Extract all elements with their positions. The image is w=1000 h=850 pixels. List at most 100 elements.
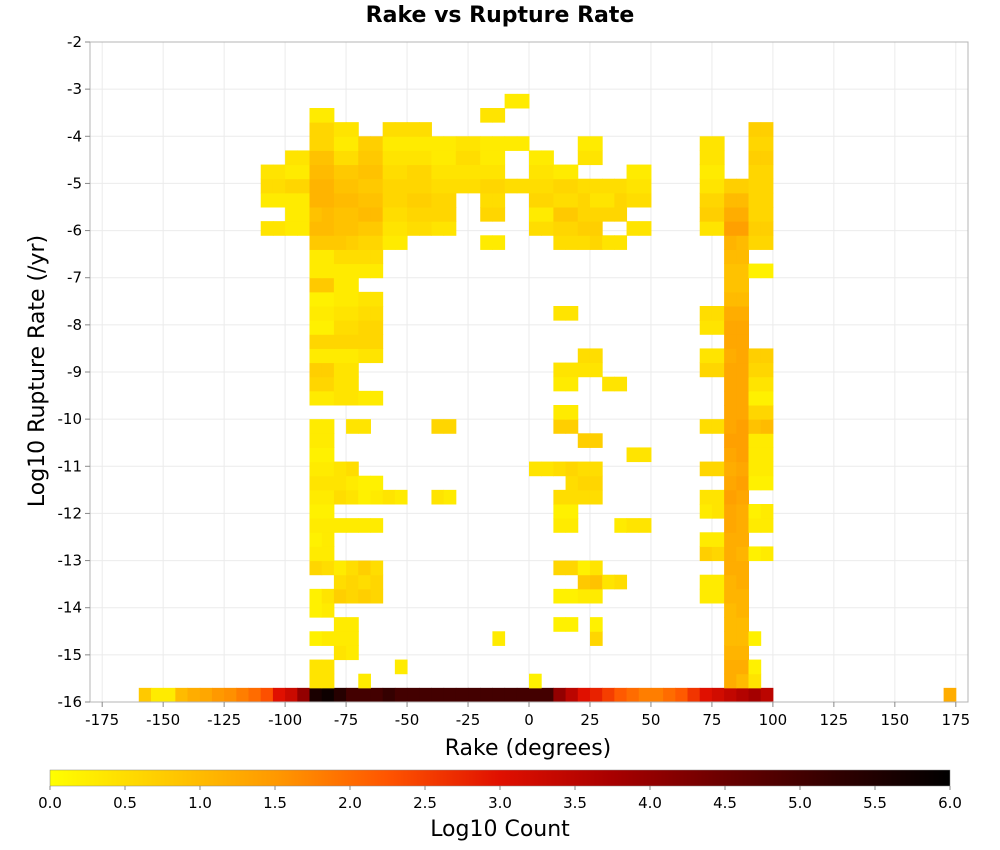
heatmap-cell — [492, 164, 506, 180]
heatmap-cell — [541, 461, 554, 477]
heatmap-cell — [419, 207, 432, 222]
heatmap-cell — [724, 588, 737, 604]
heatmap-cell — [419, 122, 432, 137]
heatmap-cell — [748, 362, 762, 378]
heatmap-cell — [297, 207, 310, 222]
heatmap-cell — [480, 192, 493, 208]
heatmap-cell — [346, 235, 359, 250]
heatmap-cell — [394, 489, 408, 505]
heatmap-cell — [638, 192, 652, 208]
heatmap-cell — [431, 221, 445, 236]
heatmap-cell — [724, 348, 737, 364]
heatmap-cell — [333, 122, 347, 137]
heatmap-cell — [565, 461, 579, 477]
heatmap-cell — [358, 164, 371, 180]
heatmap-cell — [260, 164, 274, 180]
heatmap-cell — [541, 150, 554, 166]
heatmap-cell — [638, 687, 652, 703]
colorbar-tick-label: 2.0 — [338, 794, 362, 812]
heatmap-cell — [711, 362, 725, 378]
x-tick-label: -150 — [146, 711, 180, 729]
heatmap-cell — [577, 136, 591, 151]
heatmap-cell — [748, 207, 762, 222]
heatmap-cell — [589, 489, 603, 505]
heatmap-cell — [321, 207, 335, 222]
heatmap-cell — [492, 207, 506, 222]
heatmap-cell — [333, 390, 347, 406]
heatmap-cell — [333, 645, 347, 661]
heatmap-cell — [431, 136, 445, 151]
heatmap-cell — [272, 178, 286, 194]
heatmap-cell — [541, 221, 554, 236]
x-axis-ticks: -175 -150 -125 -100 -75 -50 -25 0 25 50 75 100 125 15… — [85, 702, 970, 729]
heatmap-cell — [760, 687, 774, 703]
heatmap-cell — [309, 475, 323, 491]
heatmap-cell — [370, 687, 384, 703]
heatmap-cell — [187, 687, 201, 703]
heatmap-cell — [309, 588, 323, 604]
heatmap-cell — [724, 362, 737, 378]
heatmap-cell — [724, 659, 737, 675]
heatmap-cell — [711, 687, 725, 703]
heatmap-cell — [321, 306, 335, 321]
heatmap-cell — [297, 687, 310, 703]
heatmap-cell — [309, 560, 323, 576]
heatmap-cell — [321, 673, 335, 689]
heatmap-cell — [443, 221, 457, 236]
heatmap-cell — [577, 207, 591, 222]
heatmap-cell — [516, 687, 530, 703]
heatmap-cell — [333, 249, 347, 265]
heatmap-cell — [724, 419, 737, 434]
heatmap-cell — [529, 221, 542, 236]
heatmap-cell — [577, 574, 591, 590]
colorbar-tick-label: 4.0 — [638, 794, 662, 812]
heatmap-cell — [699, 136, 713, 151]
heatmap-cell — [736, 419, 749, 434]
heatmap-cell — [382, 192, 396, 208]
heatmap-cell — [321, 588, 335, 604]
heatmap-cell — [748, 390, 762, 406]
heatmap-cell — [211, 687, 225, 703]
heatmap-cell — [333, 334, 347, 349]
heatmap-cell — [614, 518, 628, 533]
heatmap-cell — [760, 475, 774, 491]
heatmap-cell — [309, 207, 323, 222]
heatmap-cell — [516, 93, 530, 109]
heatmap-cell — [724, 291, 737, 307]
heatmap-cell — [736, 376, 749, 392]
heatmap-cell — [358, 560, 371, 576]
heatmap-cell — [346, 306, 359, 321]
heatmap-cell — [553, 178, 567, 194]
heatmap-cell — [724, 320, 737, 335]
heatmap-cell — [309, 532, 323, 547]
heatmap-cell — [602, 192, 615, 208]
heatmap-cell — [321, 249, 335, 265]
heatmap-cell — [760, 263, 774, 279]
heatmap-cell — [565, 405, 579, 420]
heatmap-cell — [553, 376, 567, 392]
heatmap-cell — [394, 150, 408, 166]
heatmap-cell — [358, 419, 371, 434]
heatmap-cell — [760, 235, 774, 250]
heatmap-cell — [553, 489, 567, 505]
heatmap-cell — [346, 518, 359, 533]
heatmap-cell — [358, 588, 371, 604]
heatmap-cell — [358, 150, 371, 166]
heatmap-cell — [736, 207, 749, 222]
heatmap-cell — [602, 178, 615, 194]
heatmap-cell — [626, 447, 640, 463]
heatmap-cell — [589, 617, 603, 632]
heatmap-cell — [724, 532, 737, 547]
heatmap-cell — [736, 631, 749, 646]
heatmap-cell — [321, 560, 335, 576]
heatmap-cell — [736, 687, 749, 703]
heatmap-cell — [346, 291, 359, 307]
heatmap-cell — [358, 574, 371, 590]
heatmap-cell — [321, 419, 335, 434]
heatmap-cell — [724, 560, 737, 576]
heatmap-cell — [553, 518, 567, 533]
heatmap-cell — [724, 631, 737, 646]
heatmap-cell — [541, 207, 554, 222]
heatmap-cell — [394, 136, 408, 151]
heatmap-cell — [480, 150, 493, 166]
